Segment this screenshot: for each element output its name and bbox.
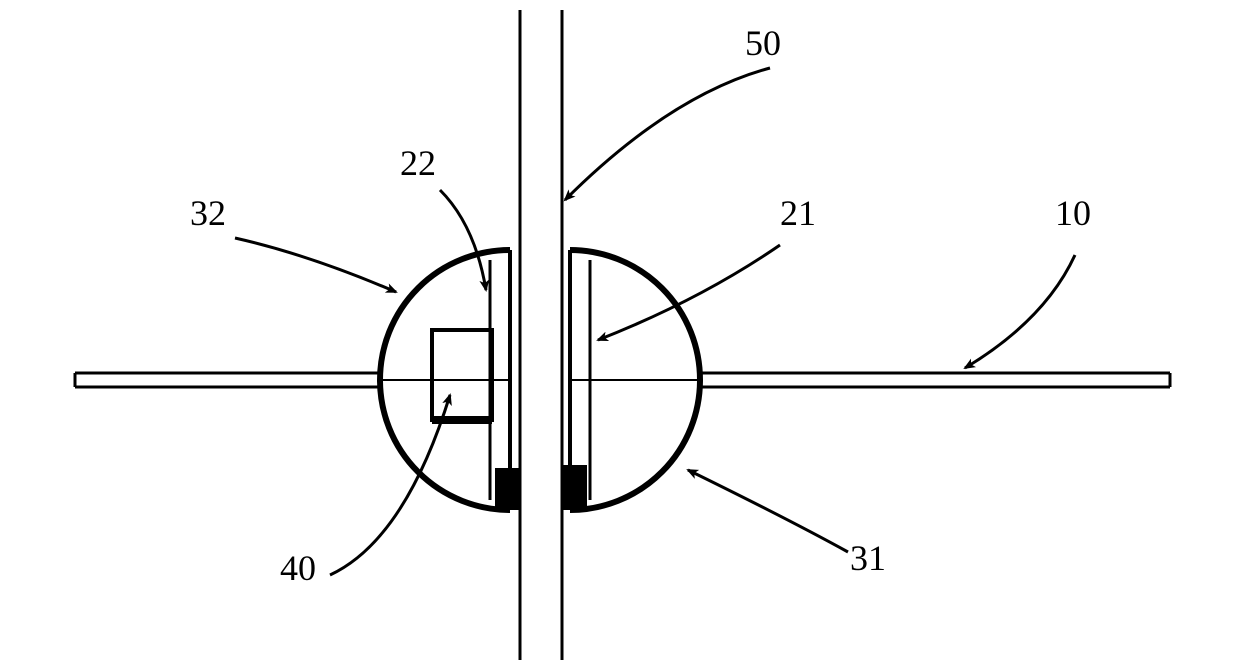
leader-lines <box>235 68 1075 575</box>
label-40: 40 <box>280 548 316 588</box>
label-21: 21 <box>780 193 816 233</box>
leader-32 <box>235 238 396 292</box>
label-50: 50 <box>745 23 781 63</box>
diagram-canvas: 10 21 22 31 32 40 50 <box>0 0 1240 669</box>
label-32: 32 <box>190 193 226 233</box>
labels-group: 10 21 22 31 32 40 50 <box>190 23 1091 588</box>
label-10: 10 <box>1055 193 1091 233</box>
leader-22 <box>440 190 486 290</box>
leader-50 <box>565 68 770 200</box>
leader-31 <box>688 470 848 552</box>
label-31: 31 <box>850 538 886 578</box>
dome-left-base-fill <box>495 468 520 510</box>
leader-10 <box>965 255 1075 368</box>
inner-rect-40 <box>432 330 492 420</box>
drawing-group <box>75 10 1170 660</box>
label-22: 22 <box>400 143 436 183</box>
dome-right-base-fill <box>562 465 587 510</box>
